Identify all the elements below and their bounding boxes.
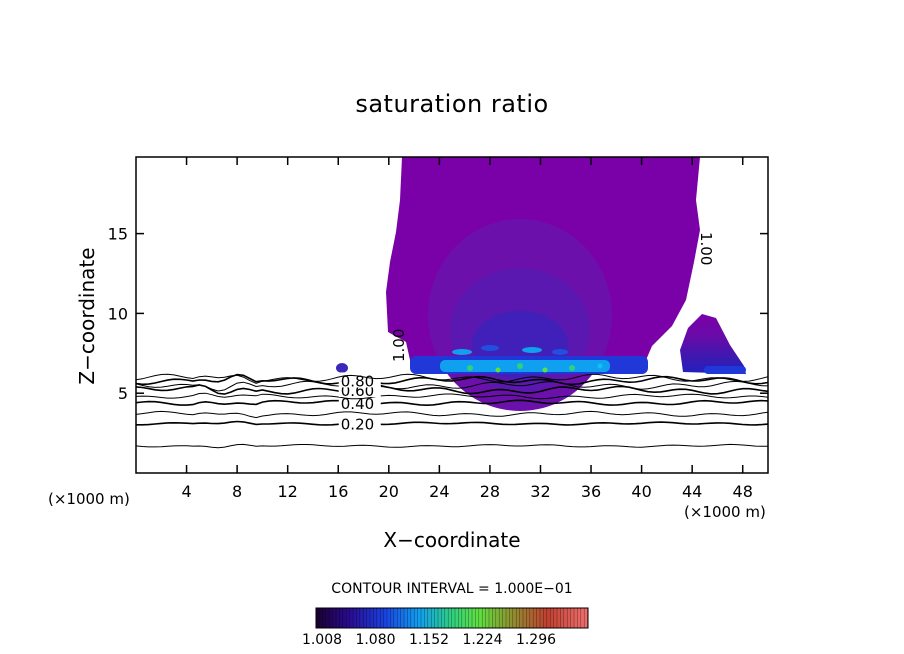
colorbar-tick-label: 1.224 bbox=[462, 632, 502, 648]
cloud-region-small bbox=[336, 363, 348, 373]
x-tick-label: 12 bbox=[278, 482, 298, 501]
contour-lines: 0.200.400.600.80 bbox=[136, 372, 768, 449]
plot-area: 0.200.400.600.80 bbox=[136, 157, 768, 449]
contour-line bbox=[136, 384, 768, 395]
contour-line bbox=[136, 392, 768, 400]
y-tick-label: 5 bbox=[118, 384, 128, 403]
x-tick-label: 20 bbox=[379, 482, 399, 501]
x-tick-label: 8 bbox=[232, 482, 242, 501]
contour-line bbox=[136, 443, 768, 449]
y-tick-label: 15 bbox=[108, 225, 128, 244]
plot-frame bbox=[135, 156, 769, 474]
x-axis-title: X−coordinate bbox=[383, 528, 520, 552]
colorbar bbox=[315, 607, 589, 629]
cloud-region-right bbox=[680, 314, 746, 374]
contour-label-bg bbox=[338, 415, 381, 431]
contour-level-label: 0.20 bbox=[341, 416, 374, 434]
contour-line bbox=[136, 373, 768, 384]
chart-title: saturation ratio bbox=[355, 90, 548, 118]
x-tick-label: 48 bbox=[733, 482, 753, 501]
contour-line bbox=[136, 380, 768, 392]
cloud-right-base bbox=[704, 366, 746, 374]
x-tick-label: 32 bbox=[530, 482, 550, 501]
x-unit-right: (×1000 m) bbox=[684, 503, 766, 521]
colorbar-ticks: 1.008 1.080 1.152 1.224 1.296 bbox=[302, 608, 588, 648]
x-tick-label: 36 bbox=[581, 482, 601, 501]
contour-level-label: 0.80 bbox=[341, 372, 374, 390]
y-tick-label: 10 bbox=[108, 304, 128, 323]
x-tick-label: 16 bbox=[328, 482, 348, 501]
colorbar-tick-label: 1.296 bbox=[516, 632, 556, 648]
contour-interval-text: CONTOUR INTERVAL = 1.000E−01 bbox=[331, 581, 572, 597]
colorbar-tick-label: 1.080 bbox=[355, 632, 395, 648]
x-tick-label: 4 bbox=[181, 482, 191, 501]
x-tick-label: 40 bbox=[631, 482, 651, 501]
contour-label-right: 1.00 bbox=[697, 232, 715, 265]
cloud-base-band-inner bbox=[440, 360, 610, 372]
cloud-base-speckles bbox=[452, 345, 603, 373]
colorbar-tick-label: 1.008 bbox=[302, 632, 342, 648]
x-tick-label: 24 bbox=[429, 482, 449, 501]
y-axis-title: Z−coordinate bbox=[75, 247, 99, 384]
x-tick-label: 44 bbox=[682, 482, 702, 501]
contour-level-label: 0.40 bbox=[341, 395, 374, 413]
contour-line bbox=[136, 410, 768, 419]
x-unit-left: (×1000 m) bbox=[48, 490, 130, 508]
colorbar-tick-label: 1.152 bbox=[409, 632, 449, 648]
contour-line bbox=[136, 399, 768, 407]
contour-label-bg bbox=[338, 372, 381, 388]
contour-line bbox=[136, 420, 768, 426]
contour-label-main: 1.00 bbox=[390, 329, 408, 362]
x-tick-label: 28 bbox=[480, 482, 500, 501]
